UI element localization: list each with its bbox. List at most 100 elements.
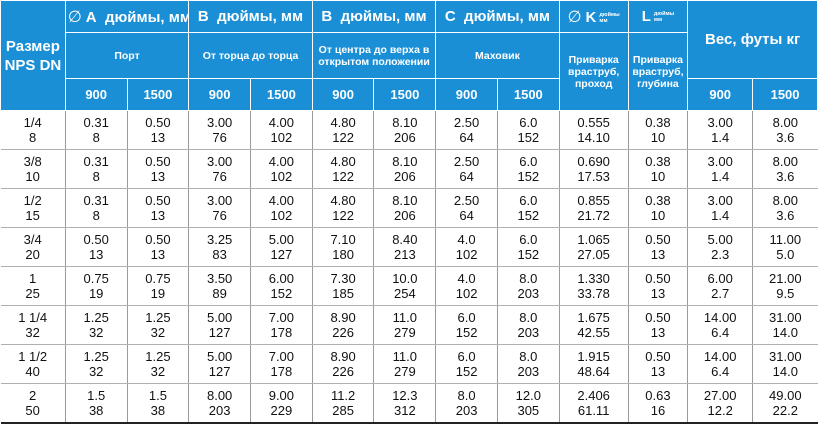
- table-row: 1/2 15 0.31 8 0.50 13 3.00 76 4.00 102 4.80 122 8.10…: [0, 188, 818, 228]
- value-mm: 32: [88, 325, 104, 340]
- table-body: 1/4 8 0.31 8 0.50 13 3.00 76 4.00 102 4.80 122 8.10 2…: [0, 110, 818, 424]
- face-to-face-1500-cell: 4.00 102: [250, 188, 313, 228]
- value-mm: 229: [270, 403, 293, 418]
- handwheel-900-cell: 4.0 102: [435, 227, 498, 267]
- value-mm: 3.6: [776, 130, 795, 145]
- size-column-header: Размер NPS DN: [0, 0, 66, 111]
- handwheel-900-cell: 4.0 102: [435, 266, 498, 306]
- value-inches: 2.50: [453, 115, 480, 130]
- weight-1500-cell: 31.00 14.0: [752, 305, 818, 345]
- weight-900-cell: 3.00 1.4: [687, 110, 754, 150]
- value-mm: 254: [394, 286, 416, 301]
- value-inches: 6.00: [268, 271, 295, 286]
- value-inches: 11.2: [330, 388, 356, 403]
- value-mm: 279: [394, 364, 416, 379]
- value-mm: 122: [332, 130, 354, 145]
- face-to-face-900-cell: 3.50 89: [188, 266, 252, 306]
- value-inches: 3.00: [707, 115, 733, 130]
- value-inches: 0.75: [145, 271, 171, 286]
- handwheel-1500-cell: 6.0 152: [497, 188, 560, 228]
- center-to-top-1500-cell: 12.3 312: [373, 383, 437, 424]
- value-mm: 6.4: [711, 364, 730, 379]
- face-to-face-subheader: От торца до торца: [188, 32, 313, 79]
- value-inches: 4.80: [330, 154, 356, 169]
- value-mm: 76: [212, 208, 227, 223]
- value-mm: 206: [394, 208, 416, 223]
- value-inches: 6.0: [457, 310, 476, 325]
- value-inches: 1.5: [148, 388, 167, 403]
- class-1500-header: 1500: [250, 78, 313, 111]
- value-inches: 1.5: [87, 388, 106, 403]
- value-mm: 13: [150, 208, 166, 223]
- value-mm: 76: [212, 169, 227, 184]
- value-mm: 152: [517, 208, 540, 223]
- value-inches: 8.00: [772, 193, 798, 208]
- value-inches: 0.31: [83, 193, 109, 208]
- value-mm: 226: [332, 364, 354, 379]
- handwheel-900-cell: 6.0 152: [435, 305, 498, 345]
- value-mm: 15: [25, 208, 40, 223]
- value-inches: 3.00: [206, 154, 233, 169]
- value-mm: 42.55: [577, 325, 610, 340]
- value-inches: 5.00: [206, 310, 233, 325]
- center-to-top-header: B дюймы, мм: [311, 0, 437, 33]
- value-mm: 27.05: [577, 247, 610, 262]
- value-mm: 178: [270, 325, 293, 340]
- value-mm: 13: [88, 247, 104, 262]
- handwheel-1500-cell: 12.0 305: [497, 383, 560, 424]
- value-mm: 83: [212, 247, 227, 262]
- weight-900-cell: 3.00 1.4: [687, 188, 754, 228]
- face-to-face-900-cell: 3.00 76: [188, 110, 252, 150]
- socket-bore-cell: 1.065 27.05: [559, 227, 629, 267]
- class-1500-header: 1500: [373, 78, 437, 111]
- value-mm: 64: [459, 169, 474, 184]
- center-to-top-900-cell: 8.90 226: [312, 305, 375, 345]
- socket-depth-subheader: Приварка враструб, глубина: [627, 32, 689, 111]
- value-inches: 3.50: [206, 271, 233, 286]
- value-inches: 11.00: [769, 232, 802, 247]
- value-mm: 6.4: [711, 325, 730, 340]
- value-inches: 0.38: [645, 193, 671, 208]
- value-mm: 127: [270, 247, 293, 262]
- value-mm: 76: [212, 130, 227, 145]
- value-inches: 10.0: [392, 271, 418, 286]
- socket-depth-cell: 0.38 10: [628, 188, 689, 228]
- center-to-top-1500-cell: 11.0 279: [373, 344, 437, 384]
- port-subheader: Порт: [64, 32, 190, 79]
- socket-bore-cell: 0.690 17.53: [559, 149, 629, 189]
- center-to-top-900-cell: 4.80 122: [312, 149, 375, 189]
- value-inches: 2.50: [453, 154, 480, 169]
- value-inches: 11.0: [392, 310, 418, 325]
- value-mm: 20: [25, 247, 40, 262]
- value-mm: 64: [459, 208, 474, 223]
- class-1500-header: 1500: [496, 78, 560, 111]
- center-to-top-900-cell: 11.2 285: [312, 383, 375, 424]
- face-to-face-1500-cell: 6.00 152: [250, 266, 313, 306]
- weight-1500-cell: 31.00 14.0: [752, 344, 818, 384]
- center-to-top-1500-cell: 8.40 213: [373, 227, 437, 267]
- weight-1500-cell: 8.00 3.6: [752, 149, 818, 189]
- value-inches: 31.00: [769, 349, 802, 364]
- value-inches: 5.00: [206, 349, 233, 364]
- value-mm: 152: [270, 286, 293, 301]
- handwheel-1500-cell: 6.0 152: [497, 110, 560, 150]
- value-mm: 13: [650, 364, 666, 379]
- value-inches: 4.80: [330, 115, 356, 130]
- value-inches: 1: [29, 271, 37, 286]
- value-mm: 64: [459, 130, 474, 145]
- class-1500-header: 1500: [126, 78, 190, 111]
- value-mm: 5.0: [776, 247, 795, 262]
- size-cell: 3/8 10: [0, 149, 66, 189]
- face-to-face-900-cell: 5.00 127: [188, 305, 252, 345]
- center-to-top-900-cell: 7.10 180: [312, 227, 375, 267]
- value-inches: 3.00: [707, 193, 733, 208]
- value-mm: 17.53: [577, 169, 610, 184]
- handwheel-900-cell: 8.0 203: [435, 383, 498, 424]
- center-to-top-1500-cell: 8.10 206: [373, 149, 437, 189]
- value-inches: 6.0: [519, 154, 538, 169]
- value-inches: 0.38: [645, 154, 671, 169]
- port-diameter-header: ∅ A дюймы, мм: [64, 0, 190, 33]
- table-row: 3/8 10 0.31 8 0.50 13 3.00 76 4.00 102 4.80 122 8.10…: [0, 149, 818, 189]
- value-mm: 22.2: [772, 403, 798, 418]
